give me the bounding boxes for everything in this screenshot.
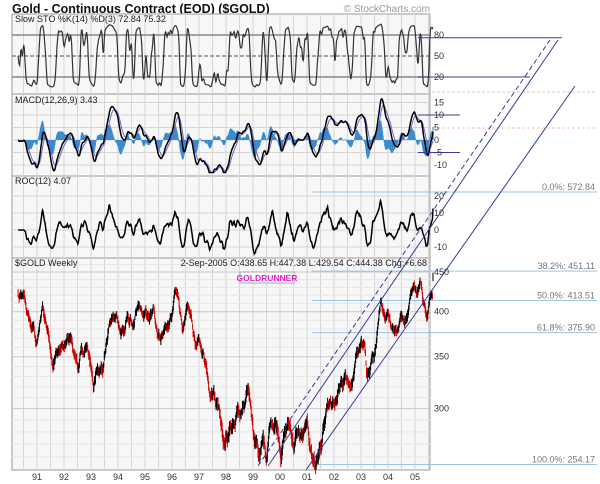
roc-tick-label: 0	[434, 225, 439, 235]
price-quote: 2-Sep-2005 O:438.65 H:447.38 L:429.54 C:…	[181, 258, 427, 268]
x-tick-label: 01	[302, 472, 312, 482]
sto-tick-label: 80	[434, 30, 444, 40]
sto-tick-label: 20	[434, 72, 444, 82]
stockcharts-watermark: © StockCharts.com	[344, 4, 430, 15]
channel-dashed-line	[257, 39, 551, 467]
sto-tick-label: 50	[434, 51, 444, 61]
x-tick-label: 02	[329, 472, 339, 482]
macd-tick-label: 10	[434, 110, 444, 120]
x-tick-label: 92	[59, 472, 69, 482]
price-tick-label: 350	[434, 352, 449, 362]
fib-label: 50.0%: 413.51	[537, 290, 595, 300]
panel-price	[11, 257, 431, 471]
price-tick-label: 450	[434, 267, 449, 277]
chart-marks	[17, 23, 434, 475]
x-tick-label: 97	[194, 472, 204, 482]
macd-line	[17, 97, 434, 174]
x-tick-label: 03	[356, 472, 366, 482]
macd-panel-label: MACD(12,26,9) 3.43	[15, 95, 98, 105]
x-tick-label: 95	[140, 472, 150, 482]
macd-tick-label: 5	[434, 123, 439, 133]
x-tick-label: 05	[410, 472, 420, 482]
macd-tick-label: 0	[434, 135, 439, 145]
roc-panel-label: ROC(12) 4.07	[15, 176, 71, 186]
x-tick-label: 99	[248, 472, 258, 482]
fib-label: 61.8%: 375.90	[537, 323, 595, 333]
price-tick-label: 400	[434, 307, 449, 317]
channel-lower-line	[305, 85, 576, 471]
goldrunner-annotation: GOLDRUNNER	[237, 273, 298, 283]
x-tick-label: 00	[275, 472, 285, 482]
fib-label: 0.0%: 572.84	[542, 182, 595, 192]
goldrunner-badge	[239, 271, 295, 284]
macd-tick-label: -5	[434, 148, 442, 158]
x-tick-label: 94	[113, 472, 123, 482]
roc-tick-label: 10	[434, 208, 444, 218]
fib-label: 100.0%: 254.17	[532, 455, 595, 465]
sto-k-line	[17, 23, 434, 88]
macd-tick-label: -10	[434, 160, 447, 170]
price-panel-label: $GOLD Weekly	[15, 258, 78, 268]
roc-tick-label: 20	[434, 191, 444, 201]
x-tick-label: 91	[32, 472, 42, 482]
roc-tick-label: -10	[434, 242, 447, 252]
sto-panel-label: Slow STO %K(14) %D(3) 72.84 75.32	[15, 14, 166, 24]
x-tick-label: 98	[221, 472, 231, 482]
macd-tick-label: 15	[434, 98, 444, 108]
chart-title: Gold - Continuous Contract (EOD) ($GOLD)	[12, 2, 270, 16]
trend-lines	[257, 37, 576, 471]
price-tick-label: 300	[434, 404, 449, 414]
x-tick-label: 93	[86, 472, 96, 482]
fib-label: 38.2%: 451.11	[538, 261, 595, 271]
x-tick-label: 04	[383, 472, 393, 482]
x-tick-label: 96	[167, 472, 177, 482]
channel-upper-line	[267, 39, 559, 467]
roc-line	[18, 198, 434, 256]
